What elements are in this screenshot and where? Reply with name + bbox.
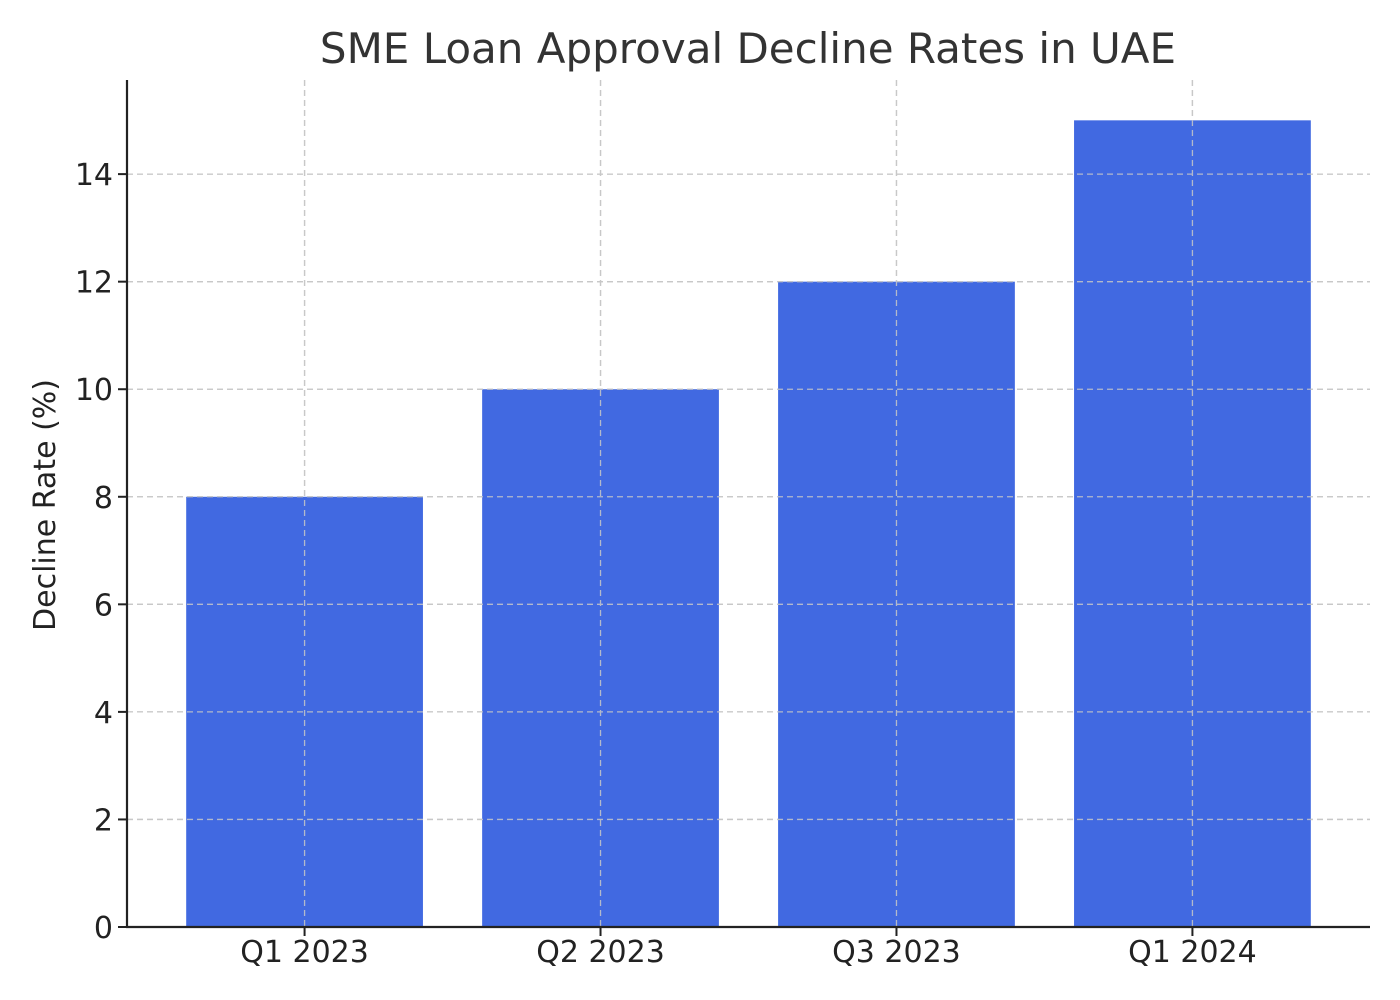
grid-overlay	[127, 80, 1370, 927]
axis-layer	[125, 80, 1370, 929]
y-tick-label: 12	[75, 266, 113, 301]
y-tick-label: 4	[94, 696, 113, 731]
bar	[482, 389, 719, 927]
y-tick-label: 8	[94, 481, 113, 516]
y-tick-label: 10	[75, 373, 113, 408]
tick-layer: 0 2 4 6 8 10 12 14 Q1 2023 Q2 2023 Q3 2023 Q1 2024	[75, 158, 1257, 970]
x-tick-label: Q1 2023	[240, 935, 369, 970]
y-tick-label: 14	[75, 158, 113, 193]
x-tick-label: Q2 2023	[536, 935, 665, 970]
bar-layer	[186, 120, 1311, 928]
chart-title: SME Loan Approval Decline Rates in UAE	[320, 24, 1176, 73]
y-tick-label: 6	[94, 588, 113, 623]
y-tick-label: 2	[94, 803, 113, 838]
y-tick-label: 0	[94, 911, 113, 946]
x-tick-label: Q1 2024	[1128, 935, 1257, 970]
y-axis-label: Decline Rate (%)	[28, 379, 63, 631]
x-tick-label: Q3 2023	[832, 935, 961, 970]
